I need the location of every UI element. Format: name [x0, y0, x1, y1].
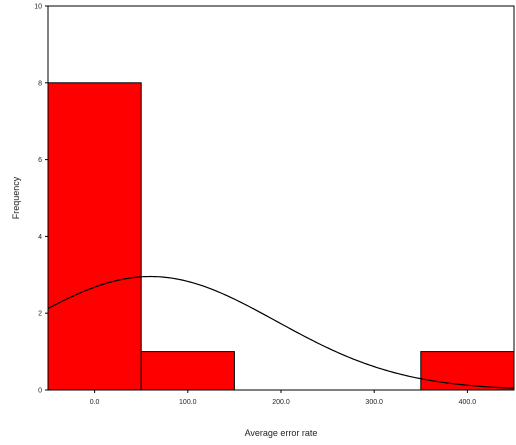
x-tick-label: 300.0	[365, 399, 383, 406]
x-axis-ticks: 0.0 100.0 200.0 300.0 400.0	[90, 390, 477, 406]
bars-layer	[47, 82, 515, 391]
histogram-bar-1	[140, 351, 235, 391]
y-tick-label: 0	[38, 388, 42, 395]
y-axis-ticks: 0 2 4 6 8 10	[34, 4, 48, 395]
y-tick-label: 2	[38, 311, 42, 318]
normal-curve	[47, 275, 515, 389]
y-tick-label: 6	[38, 157, 42, 164]
x-tick-label: 100.0	[179, 399, 197, 406]
y-tick-label: 8	[38, 80, 42, 87]
x-tick-label: 200.0	[272, 399, 290, 406]
y-tick-label: 10	[34, 4, 42, 11]
x-axis-title: Average error rate	[245, 428, 318, 438]
y-tick-label: 4	[38, 234, 42, 241]
x-tick-label: 400.0	[459, 399, 477, 406]
x-tick-label: 0.0	[90, 399, 100, 406]
y-axis-title: Frequency	[11, 176, 21, 219]
histogram-bar-0	[47, 82, 142, 391]
histogram-bar-4	[420, 351, 515, 391]
